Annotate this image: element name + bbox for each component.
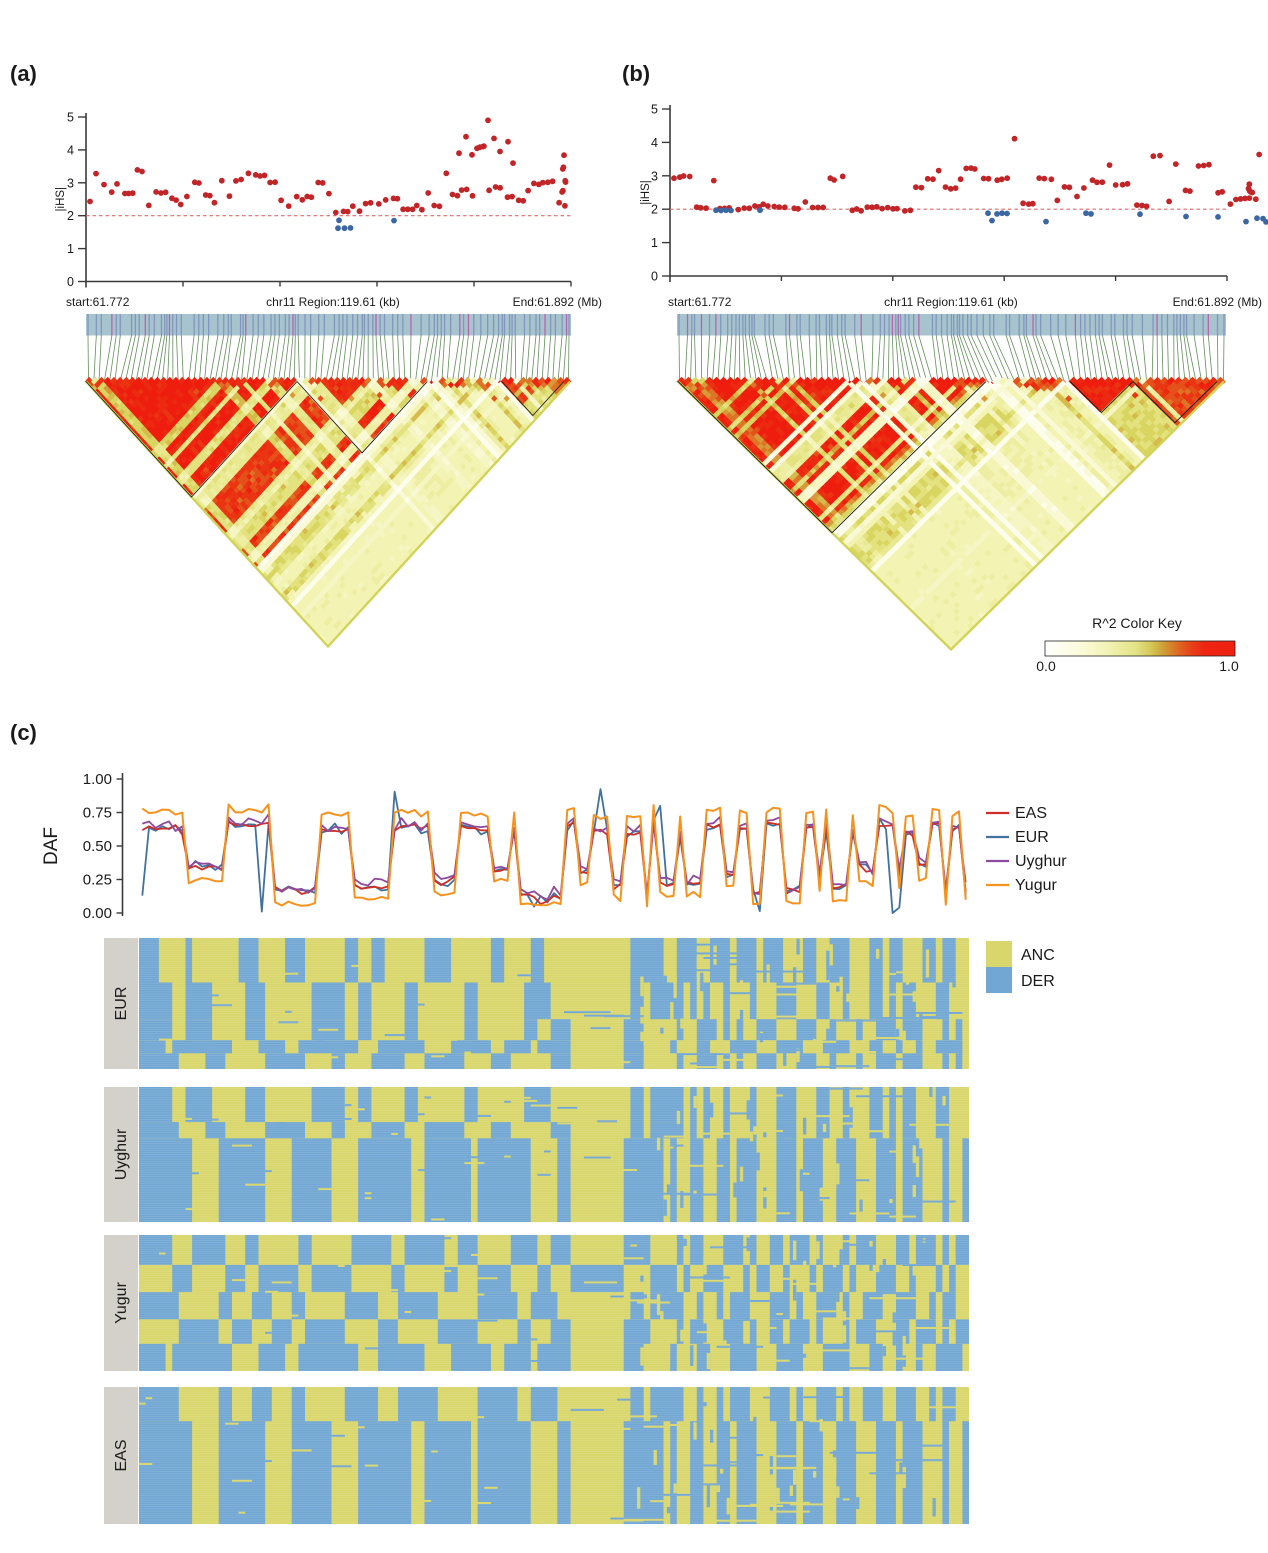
svg-text:2: 2 [651, 203, 658, 217]
svg-text:EUR: EUR [1015, 829, 1049, 846]
svg-text:R^2 Color Key: R^2 Color Key [1092, 615, 1182, 631]
svg-text:Yugur: Yugur [113, 1281, 130, 1323]
svg-text:0: 0 [651, 270, 658, 284]
svg-text:|iHS|: |iHS| [55, 187, 67, 212]
svg-text:1: 1 [67, 242, 74, 256]
svg-text:5: 5 [67, 111, 74, 125]
svg-text:|iHS|: |iHS| [640, 180, 652, 205]
svg-text:start:61.772: start:61.772 [668, 295, 732, 309]
svg-text:End:61.892 (Mb): End:61.892 (Mb) [513, 295, 602, 309]
svg-text:chr11 Region:119.61 (kb): chr11 Region:119.61 (kb) [884, 295, 1018, 309]
svg-text:Uyghur: Uyghur [1015, 853, 1067, 870]
svg-text:0.0: 0.0 [1036, 658, 1056, 674]
svg-text:EAS: EAS [1015, 805, 1047, 822]
svg-text:0.00: 0.00 [83, 905, 112, 922]
svg-text:chr11 Region:119.61 (kb): chr11 Region:119.61 (kb) [266, 295, 400, 309]
svg-text:3: 3 [651, 169, 658, 183]
svg-text:4: 4 [67, 143, 74, 157]
svg-text:2: 2 [67, 209, 74, 223]
svg-text:Yugur: Yugur [1015, 877, 1057, 894]
svg-text:ANC: ANC [1021, 947, 1055, 964]
svg-text:5: 5 [651, 103, 658, 117]
svg-text:(a): (a) [10, 61, 37, 86]
svg-text:1: 1 [651, 236, 658, 250]
svg-text:0.25: 0.25 [83, 872, 112, 889]
svg-text:(c): (c) [10, 720, 37, 745]
svg-text:3: 3 [67, 176, 74, 190]
svg-text:4: 4 [651, 136, 658, 150]
svg-text:1.0: 1.0 [1219, 658, 1239, 674]
svg-text:End:61.892 (Mb): End:61.892 (Mb) [1173, 295, 1262, 309]
svg-text:DER: DER [1021, 973, 1055, 990]
svg-text:EUR: EUR [113, 987, 130, 1021]
svg-text:0.75: 0.75 [83, 805, 112, 822]
svg-text:0.50: 0.50 [83, 838, 112, 855]
svg-text:Uyghur: Uyghur [113, 1128, 130, 1180]
svg-text:(b): (b) [622, 61, 650, 86]
svg-text:start:61.772: start:61.772 [66, 295, 130, 309]
svg-text:1.00: 1.00 [83, 771, 112, 788]
svg-text:0: 0 [67, 275, 74, 289]
svg-text:DAF: DAF [41, 827, 62, 865]
